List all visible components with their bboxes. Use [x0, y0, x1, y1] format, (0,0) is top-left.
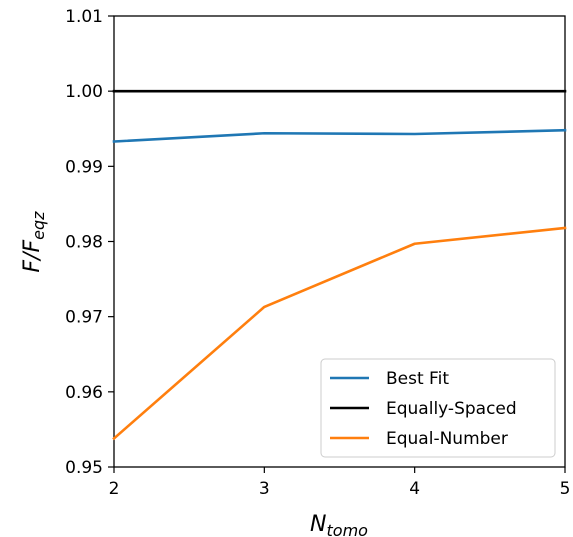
series-layer: [112, 89, 567, 441]
y-tick-label: 0.96: [65, 383, 103, 403]
series-line-1: [112, 128, 567, 143]
y-axis-label-subscript: eqz: [29, 211, 48, 240]
y-tick-label: 1.01: [65, 7, 103, 27]
x-axis-label-base: N: [310, 512, 326, 537]
y-tick-label: 1.00: [65, 82, 103, 102]
legend-label: Equally-Spaced: [386, 399, 517, 419]
x-tick-label: 4: [409, 479, 420, 499]
x-tick-label: 3: [259, 479, 270, 499]
y-tick-label: 0.99: [65, 157, 103, 177]
legend-box: [320, 358, 556, 458]
x-axis-label-subscript: tomo: [327, 521, 369, 537]
x-axis-ticks: 2 3 4 5: [109, 467, 571, 499]
y-axis-label-base: F/F: [20, 240, 45, 273]
legend-label: Best Fit: [386, 369, 449, 389]
x-axis-label: Ntomo: [310, 512, 368, 537]
x-tick-label: 5: [560, 479, 571, 499]
y-tick-label: 0.97: [65, 308, 103, 328]
legend: Best Fit Equally-Spaced Equal-Number: [320, 358, 556, 458]
y-tick-label: 0.95: [65, 458, 103, 478]
x-tick-label: 2: [109, 479, 120, 499]
legend-label: Equal-Number: [386, 429, 508, 449]
y-tick-label: 0.98: [65, 233, 103, 253]
y-axis-label: F/Feqz: [20, 211, 48, 273]
series-line-3: [112, 226, 567, 441]
y-axis-ticks: 0.95 0.96 0.97 0.98 0.99 1.00 1.01: [65, 7, 114, 478]
